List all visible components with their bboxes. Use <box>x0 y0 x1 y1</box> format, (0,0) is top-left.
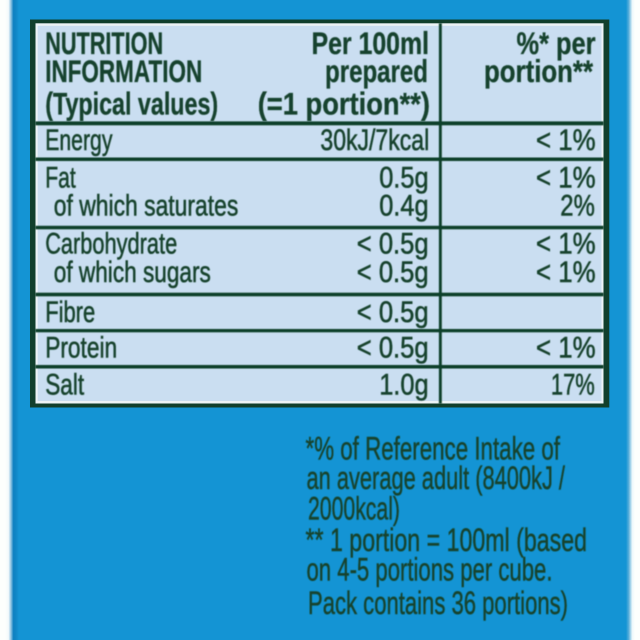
svg-text:Protein: Protein <box>45 332 117 365</box>
svg-text:Fat: Fat <box>45 161 75 194</box>
svg-text:< 0.5g: < 0.5g <box>357 296 429 329</box>
svg-text:< 1%: < 1% <box>536 228 596 261</box>
svg-text:0.4g: 0.4g <box>379 190 428 223</box>
svg-text:2%: 2% <box>560 190 595 223</box>
svg-text:< 1%: < 1% <box>536 161 596 194</box>
svg-text:17%: 17% <box>551 368 595 401</box>
svg-text:of which saturates: of which saturates <box>54 190 239 223</box>
svg-text:(=1 portion**): (=1 portion**) <box>258 85 430 121</box>
svg-text:NUTRITION: NUTRITION <box>45 25 163 61</box>
svg-text:Pack contains 36 portions): Pack contains 36 portions) <box>308 585 568 621</box>
svg-text:< 0.5g: < 0.5g <box>357 332 429 365</box>
svg-text:0.5g: 0.5g <box>379 161 428 194</box>
svg-text:of which sugars: of which sugars <box>54 256 211 289</box>
svg-text:%* per: %* per <box>517 25 596 61</box>
svg-text:< 0.5g: < 0.5g <box>357 256 429 289</box>
svg-text:Fibre: Fibre <box>45 296 95 329</box>
svg-text:30kJ/7kcal: 30kJ/7kcal <box>320 124 429 157</box>
svg-text:** 1 portion = 100ml (based: ** 1 portion = 100ml (based <box>306 522 588 558</box>
svg-text:< 1%: < 1% <box>536 332 596 365</box>
svg-text:Per 100ml: Per 100ml <box>312 25 430 61</box>
svg-text:Carbohydrate: Carbohydrate <box>45 228 177 261</box>
svg-text:portion**: portion** <box>484 53 594 89</box>
svg-text:1.0g: 1.0g <box>379 368 428 401</box>
svg-text:< 1%: < 1% <box>536 256 596 289</box>
svg-text:INFORMATION: INFORMATION <box>45 53 202 89</box>
svg-text:< 0.5g: < 0.5g <box>357 228 429 261</box>
svg-text:Salt: Salt <box>45 368 84 401</box>
svg-text:prepared: prepared <box>325 53 428 89</box>
svg-text:an average adult (8400kJ /: an average adult (8400kJ / <box>307 460 566 496</box>
svg-text:*% of Reference Intake of: *% of Reference Intake of <box>306 430 561 466</box>
svg-text:< 1%: < 1% <box>536 124 596 157</box>
svg-text:Energy: Energy <box>45 124 112 157</box>
svg-text:(Typical values): (Typical values) <box>45 85 218 121</box>
svg-text:on 4-5 portions per cube.: on 4-5 portions per cube. <box>307 552 553 588</box>
svg-text:2000kcal): 2000kcal) <box>308 491 400 527</box>
